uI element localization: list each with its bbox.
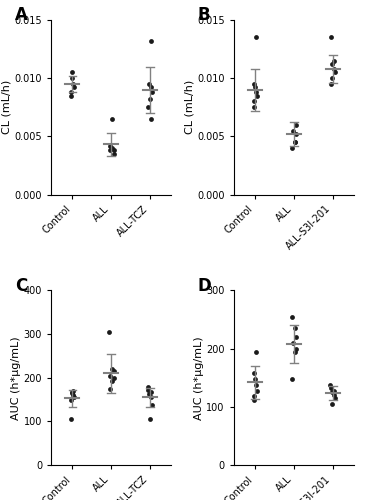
Point [149,88,155,96]
Point [331,65,337,73]
Point [331,386,337,394]
Point [251,392,257,400]
Point [251,104,257,112]
Point [69,74,75,82]
Point [107,372,113,380]
Point [107,146,113,154]
Point [292,138,298,146]
Text: D: D [198,276,211,294]
Y-axis label: CL (mL/h): CL (mL/h) [184,80,195,134]
Point [251,396,257,404]
Point [69,388,74,396]
Point [290,126,296,134]
Point [253,88,259,96]
Text: B: B [198,6,210,24]
Point [71,84,77,92]
Point [69,389,75,397]
Point [148,388,154,396]
Point [251,375,257,383]
Point [251,80,257,88]
Point [146,390,152,398]
Point [70,387,76,395]
Point [328,34,334,42]
Point [71,394,77,402]
Point [69,88,74,96]
Point [69,396,74,404]
Y-axis label: AUC (h*μg/mL): AUC (h*μg/mL) [193,336,204,419]
Text: A: A [15,6,28,24]
Point [331,56,337,64]
Point [148,37,154,45]
Point [254,92,260,100]
Point [290,339,296,347]
Point [146,386,151,394]
Point [329,388,335,396]
Point [149,401,155,409]
Point [109,144,115,152]
Y-axis label: AUC (h*μg/mL): AUC (h*μg/mL) [11,336,21,419]
Point [146,80,152,88]
Point [147,415,153,423]
Point [147,95,153,103]
Point [251,84,257,92]
Point [69,68,74,76]
Point [111,146,116,154]
Point [148,394,154,402]
Point [253,34,259,42]
Point [293,120,299,128]
Point [251,98,257,106]
Point [292,324,298,332]
Point [330,400,335,408]
Point [111,150,116,158]
Point [293,344,299,352]
Point [332,68,338,76]
Point [107,384,112,392]
Point [328,384,334,392]
Point [70,80,76,88]
Point [70,391,76,399]
Point [251,369,257,377]
Point [292,138,298,146]
Point [331,391,337,399]
Y-axis label: CL (mL/h): CL (mL/h) [2,80,12,134]
Point [289,375,295,383]
Point [148,84,154,92]
Point [109,115,115,123]
Point [109,365,115,373]
Point [106,328,112,336]
Point [111,374,116,382]
Point [289,312,295,320]
Point [292,348,298,356]
Point [328,80,334,88]
Point [329,60,335,68]
Point [254,386,260,394]
Point [109,377,115,385]
Point [148,115,154,123]
Text: C: C [15,276,27,294]
Point [107,142,112,150]
Point [68,415,74,423]
Point [330,74,335,82]
Point [293,130,299,138]
Point [253,348,259,356]
Point [289,144,295,152]
Point [145,104,151,112]
Point [293,333,299,341]
Point [111,367,116,375]
Point [332,394,338,402]
Point [253,380,259,388]
Point [68,92,74,100]
Point [145,384,151,392]
Point [327,380,333,388]
